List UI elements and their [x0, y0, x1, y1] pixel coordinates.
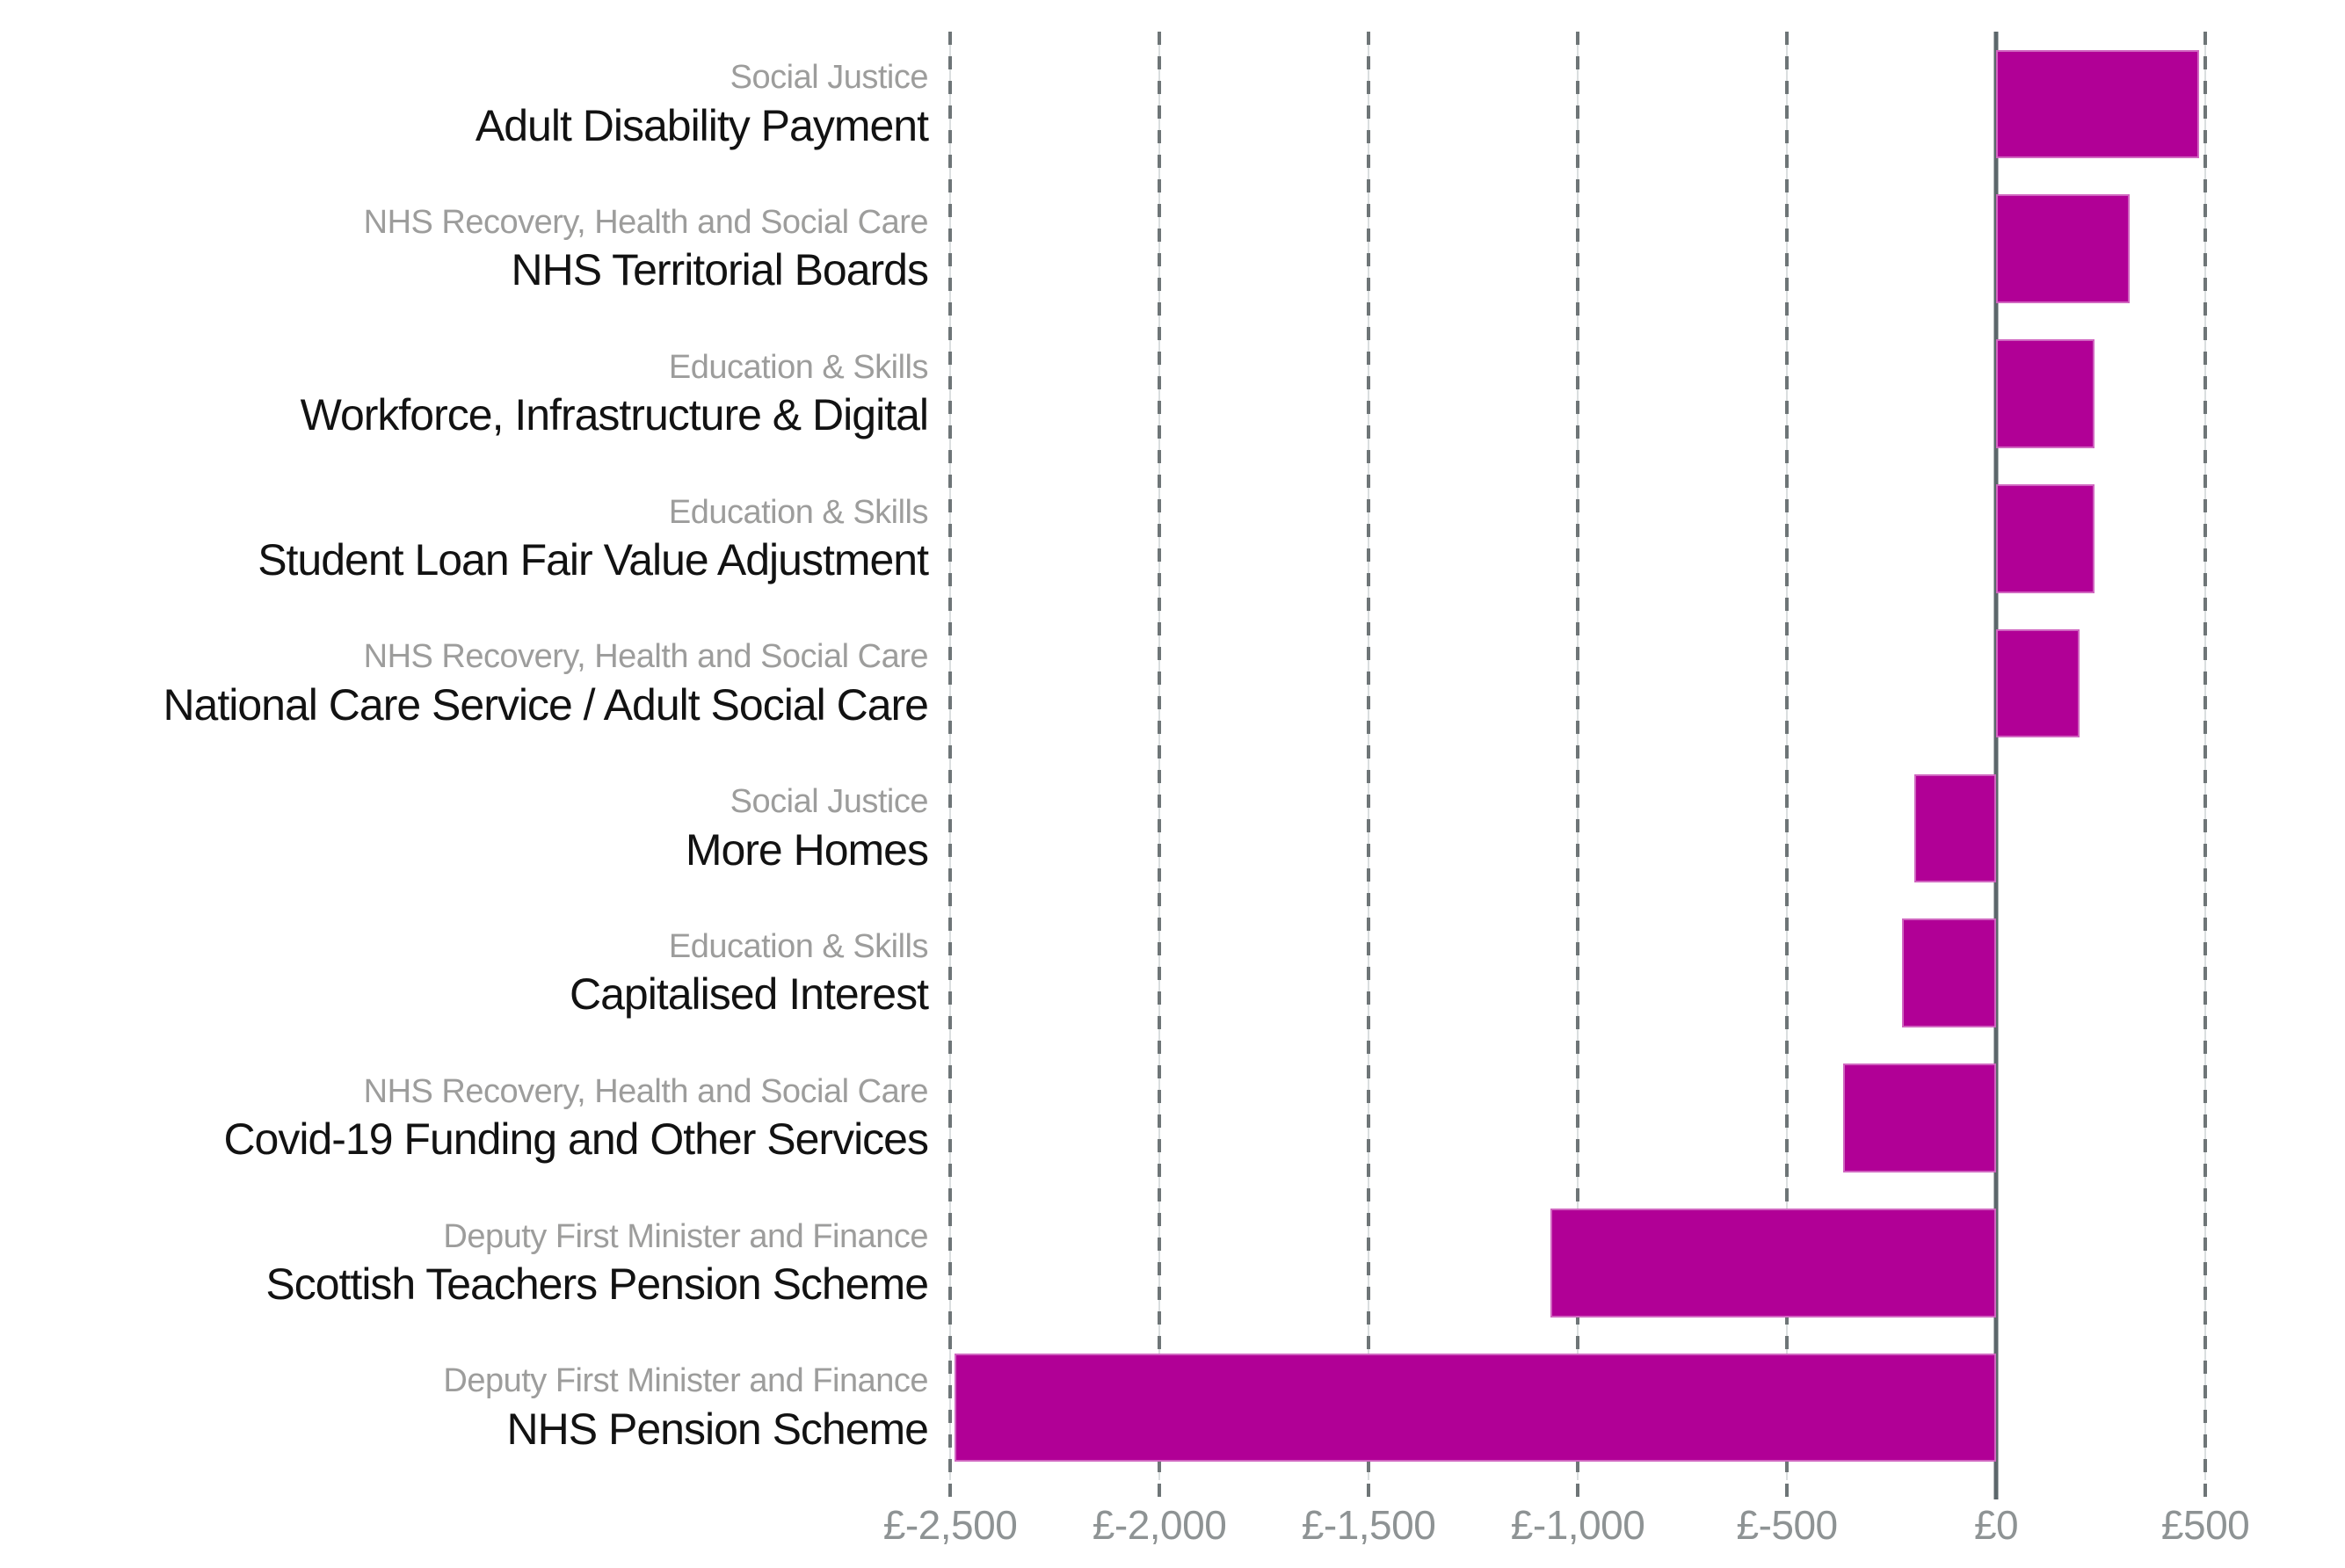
dashed-gridline	[1576, 32, 1580, 1499]
zero-axis-line	[1993, 32, 1999, 1499]
bar-row	[933, 756, 2294, 901]
budget-line-label: Capitalised Interest	[569, 969, 929, 1020]
portfolio-label: NHS Recovery, Health and Social Care	[363, 638, 929, 676]
budget-line-label: Student Loan Fair Value Adjustment	[258, 534, 929, 584]
portfolio-label: Social Justice	[730, 59, 929, 97]
budget-line-label: National Care Service / Adult Social Car…	[163, 679, 929, 730]
bar-row	[933, 901, 2294, 1046]
bar-row	[933, 466, 2294, 611]
dashed-gridline	[2203, 32, 2208, 1499]
dashed-gridline	[1785, 32, 1790, 1499]
portfolio-label: Deputy First Minister and Finance	[443, 1362, 928, 1400]
portfolio-label: Education & Skills	[668, 348, 929, 386]
dashed-gridline	[1367, 32, 1371, 1499]
bar	[1996, 628, 2080, 738]
label-row: Social Justice More Homes	[0, 756, 929, 901]
bar-row	[933, 611, 2294, 756]
label-row: Education & Skills Student Loan Fair Valu…	[0, 466, 929, 611]
bar-row	[933, 177, 2294, 322]
bar	[1914, 773, 1997, 883]
portfolio-label: NHS Recovery, Health and Social Care	[363, 204, 929, 241]
dashed-gridline	[1158, 32, 1162, 1499]
bars	[933, 32, 2294, 1480]
x-tick-label: £0	[1973, 1502, 2019, 1548]
x-axis-tick-labels: £-2,500 £-2,000 £-1,500 £-1,000 £-500 £0 £500	[883, 1501, 2294, 1554]
portfolio-label: NHS Recovery, Health and Social Care	[363, 1072, 929, 1110]
bar	[1996, 483, 2095, 593]
bar	[1843, 1063, 1997, 1172]
x-tick-label: £-1,000	[1510, 1502, 1645, 1548]
label-row: Deputy First Minister and Finance Scottis…	[0, 1190, 929, 1335]
label-row: Education & Skills Capitalised Interest	[0, 901, 929, 1046]
bar	[954, 1353, 1997, 1463]
label-row: NHS Recovery, Health and Social Care Nati…	[0, 611, 929, 756]
bar	[1550, 1208, 1997, 1318]
y-axis-labels: Social Justice Adult Disability Payment NH…	[0, 32, 929, 1480]
bar	[1996, 194, 2131, 303]
x-tick-label: £-1,500	[1301, 1502, 1436, 1548]
budget-line-label: NHS Territorial Boards	[511, 245, 929, 295]
bar-row	[933, 1046, 2294, 1191]
label-row: Social Justice Adult Disability Payment	[0, 32, 929, 177]
plot-area	[933, 32, 2294, 1499]
label-row: Education & Skills Workforce, Infrastruct…	[0, 322, 929, 467]
bar-row	[933, 1190, 2294, 1335]
portfolio-label: Social Justice	[730, 783, 929, 821]
label-row: NHS Recovery, Health and Social Care Covi…	[0, 1046, 929, 1191]
budget-line-label: Workforce, Infrastructure & Digital	[300, 390, 929, 440]
label-row: NHS Recovery, Health and Social Care NHS …	[0, 177, 929, 322]
portfolio-label: Deputy First Minister and Finance	[443, 1217, 928, 1255]
bar-row	[933, 1335, 2294, 1480]
bar	[1901, 918, 1997, 1027]
budget-line-label: NHS Pension Scheme	[506, 1404, 929, 1454]
x-tick-label: £-2,500	[882, 1502, 1018, 1548]
budget-line-label: Adult Disability Payment	[475, 100, 929, 150]
bar-row	[933, 322, 2294, 467]
bar	[1996, 339, 2095, 448]
bar-row	[933, 32, 2294, 177]
label-row: Deputy First Minister and Finance NHS Pen…	[0, 1335, 929, 1480]
x-tick-label: £-500	[1736, 1502, 1838, 1548]
dashed-gridline	[948, 32, 953, 1499]
portfolio-label: Education & Skills	[668, 493, 929, 531]
budget-line-label: More Homes	[685, 824, 929, 875]
budget-line-label: Scottish Teachers Pension Scheme	[265, 1259, 929, 1309]
x-tick-label: £-2,000	[1092, 1502, 1227, 1548]
x-tick-label: £500	[2160, 1502, 2250, 1548]
bar	[1996, 49, 2199, 159]
portfolio-label: Education & Skills	[668, 927, 929, 965]
budget-line-label: Covid-19 Funding and Other Services	[223, 1114, 929, 1165]
